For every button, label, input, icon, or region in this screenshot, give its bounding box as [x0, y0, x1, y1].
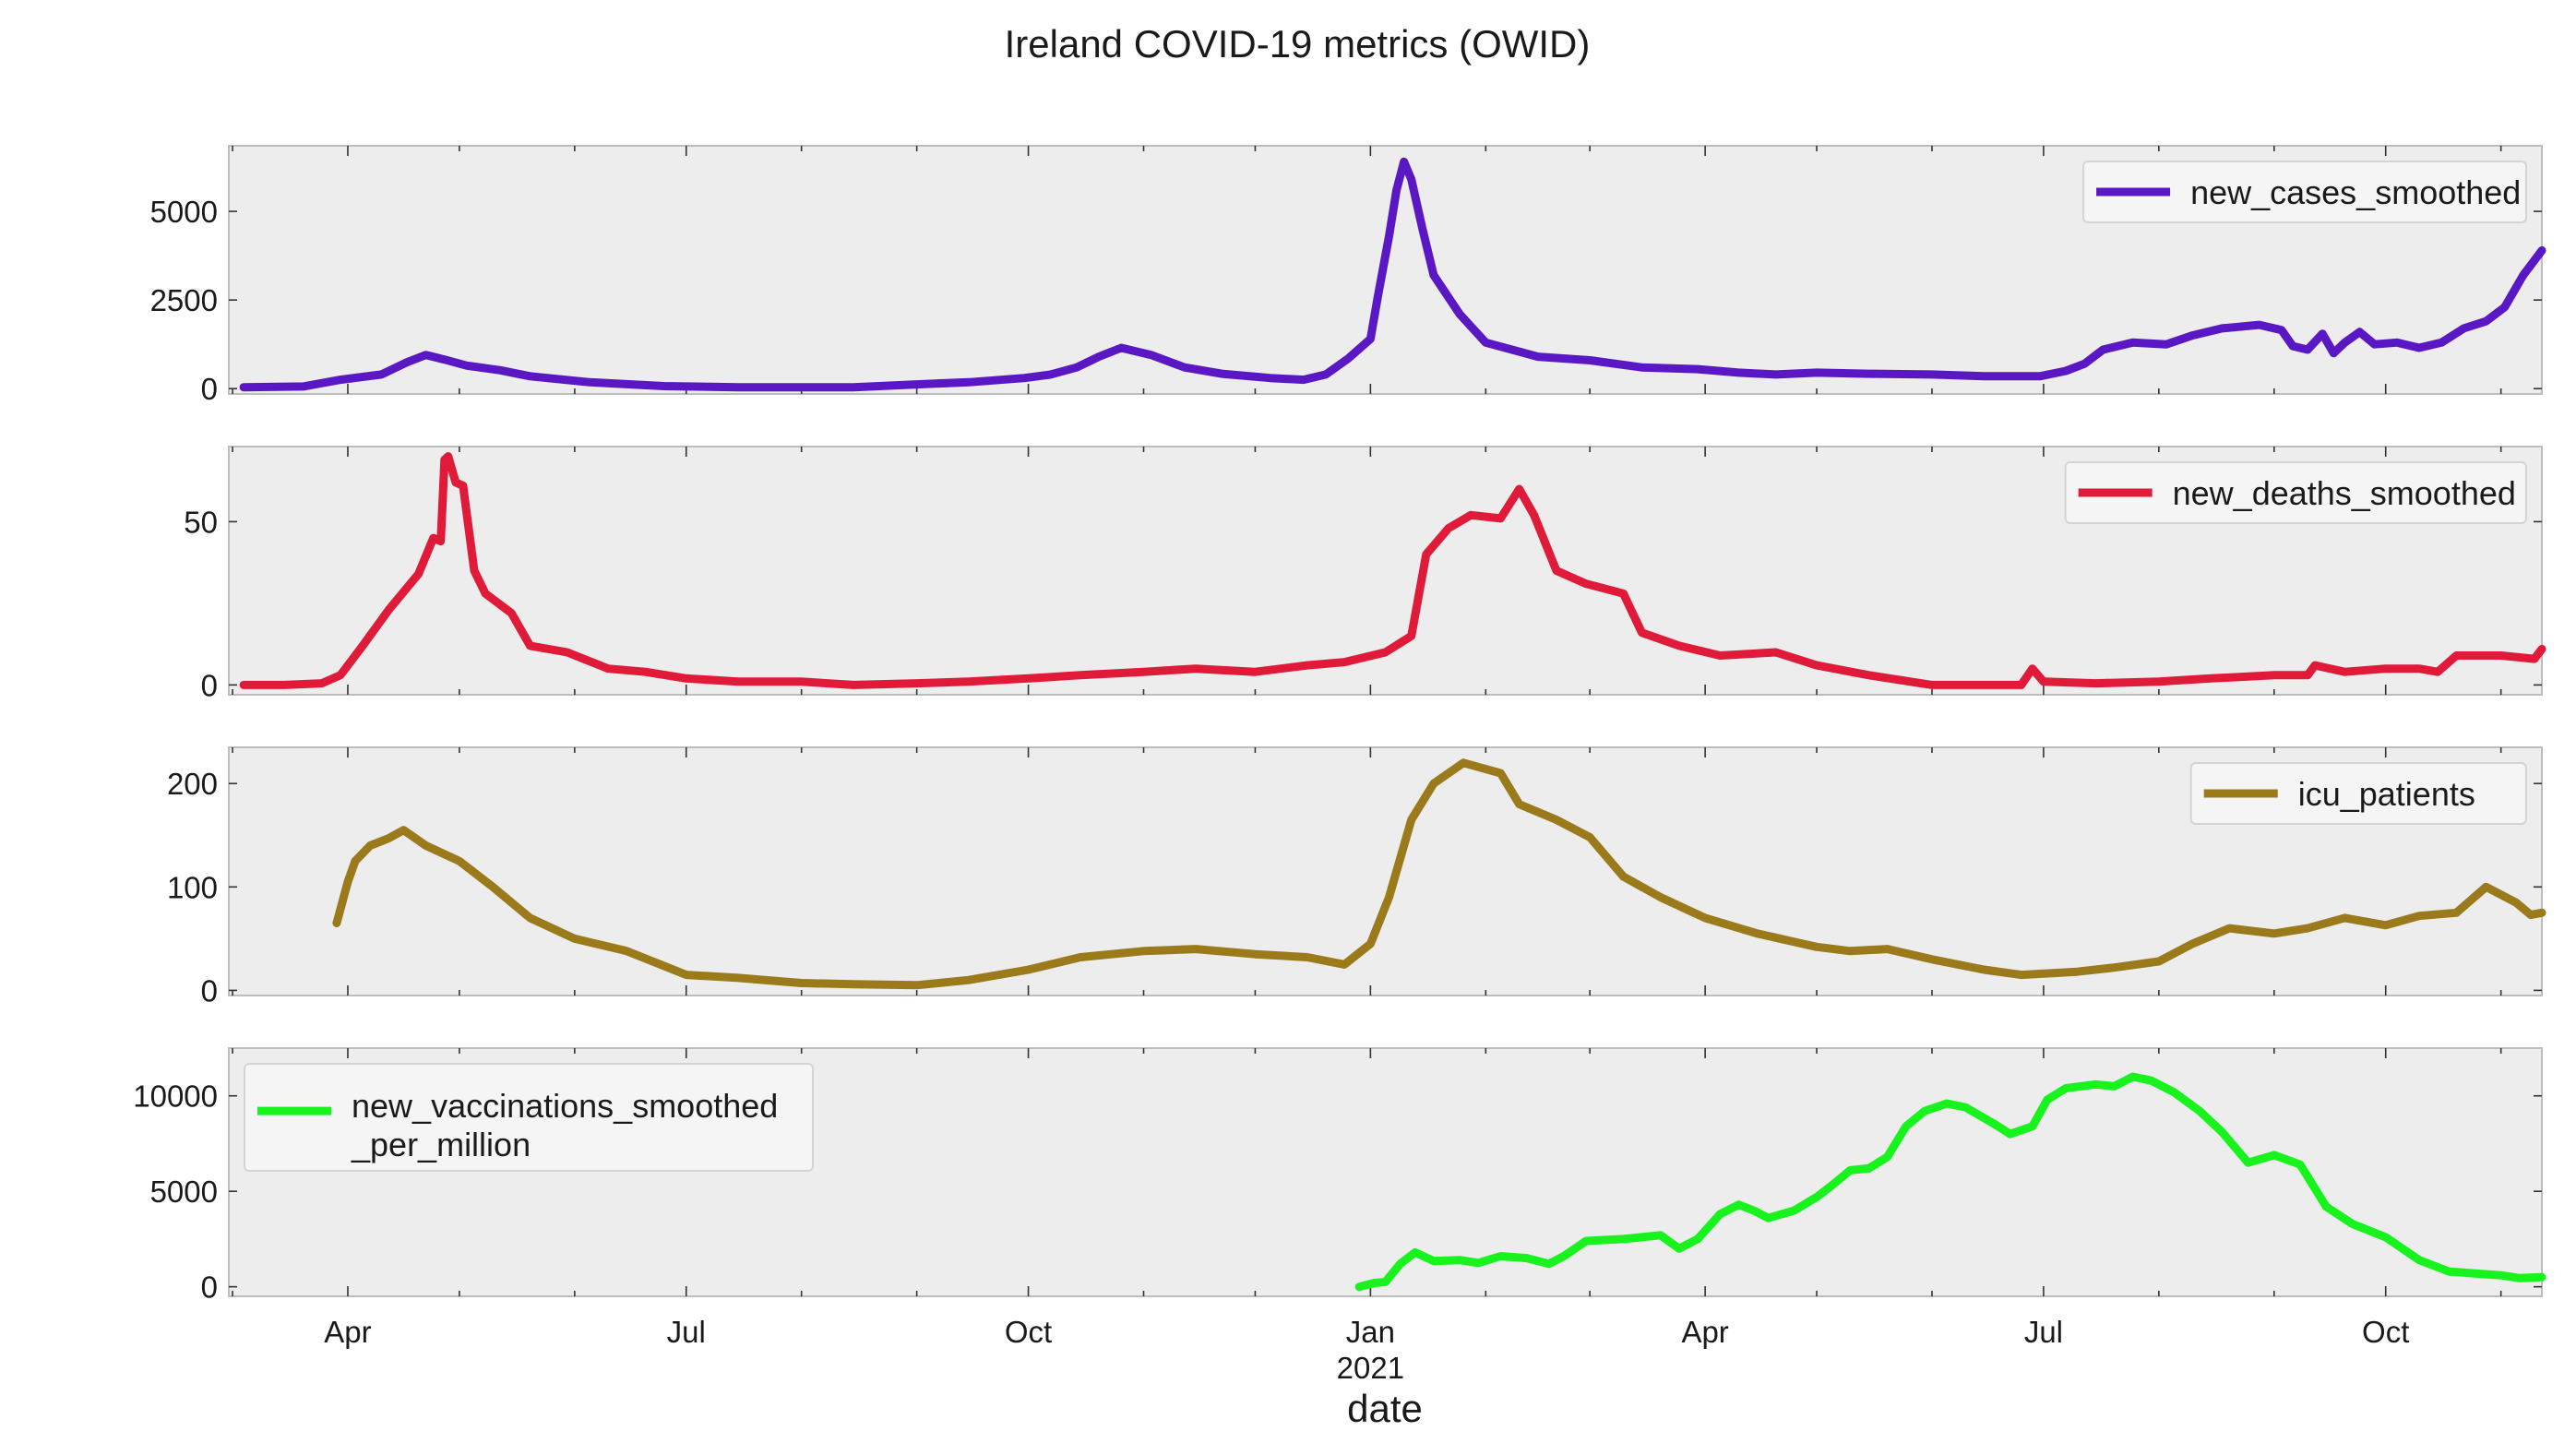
chart-title: Ireland COVID-19 metrics (OWID): [1005, 22, 1591, 66]
y-tick-label: 0: [201, 973, 218, 1008]
x-tick-sublabel: 2021: [1337, 1351, 1404, 1385]
series-line-icu_patients: [332, 758, 2546, 990]
x-tick-label: Jul: [2024, 1315, 2063, 1349]
x-tick-label: Jul: [667, 1315, 706, 1349]
y-tick-label: 100: [167, 870, 218, 904]
series-line-new_deaths_smoothed: [239, 452, 2546, 689]
y-tick-label: 10000: [133, 1079, 218, 1114]
legend-box: [2064, 461, 2527, 524]
x-tick-label: Apr: [1681, 1315, 1728, 1349]
legend-label: icu_patients: [2298, 775, 2475, 813]
x-tick-label: Jan: [1346, 1315, 1395, 1349]
series-line-new_vaccinations_smoothed: [1354, 1072, 2546, 1292]
panel-background: [228, 746, 2543, 996]
y-tick-label: 0: [201, 372, 218, 406]
panel-new_vaccinations_smoothed: 0 5000 10000 new_vaccinations_smoothed_per_…: [133, 1047, 2546, 1305]
panel-new_deaths_smoothed: 0 50 new_deaths_smoothed: [184, 446, 2546, 702]
y-tick-label: 200: [167, 767, 218, 801]
legend-box: [2189, 762, 2527, 825]
legend-box: [244, 1063, 814, 1172]
y-tick-label: 5000: [150, 195, 218, 229]
legend-new_cases_smoothed: new_cases_smoothed: [2082, 161, 2528, 223]
series-line-new_cases_smoothed: [239, 157, 2546, 392]
y-tick-label: 5000: [150, 1175, 218, 1209]
x-axis-label: date: [1347, 1387, 1423, 1430]
legend-label: new_vaccinations_smoothed: [352, 1087, 778, 1125]
y-tick-label: 0: [201, 668, 218, 702]
legend-box: [2082, 161, 2528, 223]
y-tick-label: 50: [184, 505, 218, 539]
legend-new_deaths_smoothed: new_deaths_smoothed: [2064, 461, 2527, 524]
x-tick-label: Apr: [324, 1315, 371, 1349]
panel-new_cases_smoothed: 0 2500 5000 new_cases_smoothed: [150, 145, 2546, 406]
x-tick-label: Oct: [1005, 1315, 1052, 1349]
legend-icu_patients: icu_patients: [2189, 762, 2527, 825]
legend-label: _per_million: [351, 1126, 531, 1163]
legend-label: new_deaths_smoothed: [2173, 474, 2516, 512]
legend-label: new_cases_smoothed: [2190, 173, 2521, 211]
x-tick-label: Oct: [2362, 1315, 2409, 1349]
panel-icu_patients: 0 100 200 icu_patients: [167, 746, 2546, 1008]
y-tick-label: 0: [201, 1270, 218, 1305]
legend-new_vaccinations_smoothed: new_vaccinations_smoothed_per_million: [244, 1063, 814, 1172]
y-tick-label: 2500: [150, 283, 218, 317]
